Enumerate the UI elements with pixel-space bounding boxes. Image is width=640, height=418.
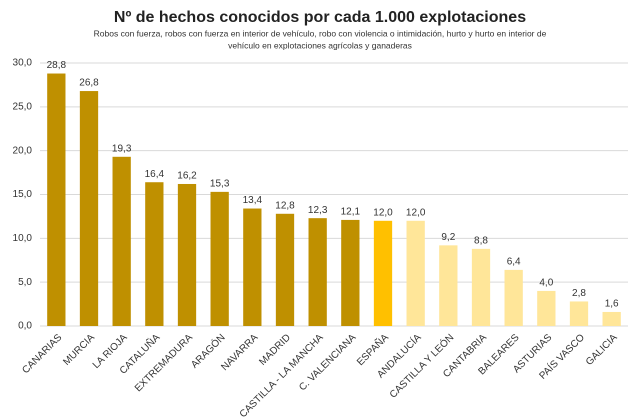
value-label: 16,4: [145, 169, 165, 180]
bar: [537, 290, 556, 326]
chart-subtitle: Robos con fuerza, robos con fuerza en in…: [94, 28, 547, 38]
bar: [145, 182, 164, 326]
value-label: 2,8: [572, 288, 586, 299]
bar: [112, 156, 131, 326]
y-tick-label: 0,0: [18, 321, 32, 332]
y-tick-label: 25,0: [13, 101, 33, 112]
bar: [79, 91, 99, 326]
value-label: 26,8: [79, 78, 99, 89]
y-tick-label: 10,0: [13, 233, 33, 244]
bar: [439, 245, 458, 326]
value-label: 15,3: [210, 179, 230, 190]
value-label: 8,8: [474, 235, 488, 246]
value-label: 9,2: [441, 232, 455, 243]
x-tick-label: GALICIA: [584, 332, 620, 368]
bar: [275, 213, 295, 326]
bar: [308, 218, 327, 326]
bar: [341, 219, 360, 326]
chart-subtitle: vehículo en explotaciones agrícolas y ga…: [228, 40, 412, 50]
y-tick-label: 30,0: [13, 58, 33, 69]
value-label: 16,2: [177, 171, 197, 182]
bar: [471, 248, 491, 326]
bar: [373, 220, 393, 326]
x-tick-label: CANARIAS: [20, 332, 64, 376]
x-tick-label: EXTREMADURA: [133, 332, 195, 394]
value-label: 6,4: [507, 257, 521, 268]
bar: [47, 73, 66, 327]
value-label: 12,0: [373, 207, 393, 218]
value-label: 13,4: [243, 195, 263, 206]
value-label: 28,8: [47, 60, 67, 71]
bar: [569, 301, 589, 326]
y-tick-label: 5,0: [18, 277, 32, 288]
y-tick-label: 20,0: [13, 145, 33, 156]
value-label: 12,0: [406, 207, 426, 218]
value-label: 12,8: [275, 200, 295, 211]
value-label: 12,3: [308, 205, 328, 216]
value-label: 12,1: [341, 207, 361, 218]
chart-title: Nº de hechos conocidos por cada 1.000 ex…: [114, 9, 526, 26]
bar: [210, 191, 229, 326]
bar: [177, 183, 197, 326]
bar: [504, 269, 523, 326]
value-label: 19,3: [112, 143, 132, 154]
value-label: 1,6: [605, 299, 619, 310]
bar: [406, 220, 425, 326]
y-tick-label: 15,0: [13, 189, 33, 200]
x-tick-label: C. VALENCIANA: [297, 332, 358, 393]
bar: [602, 311, 621, 326]
bar: [243, 208, 262, 326]
value-label: 4,0: [539, 278, 553, 289]
